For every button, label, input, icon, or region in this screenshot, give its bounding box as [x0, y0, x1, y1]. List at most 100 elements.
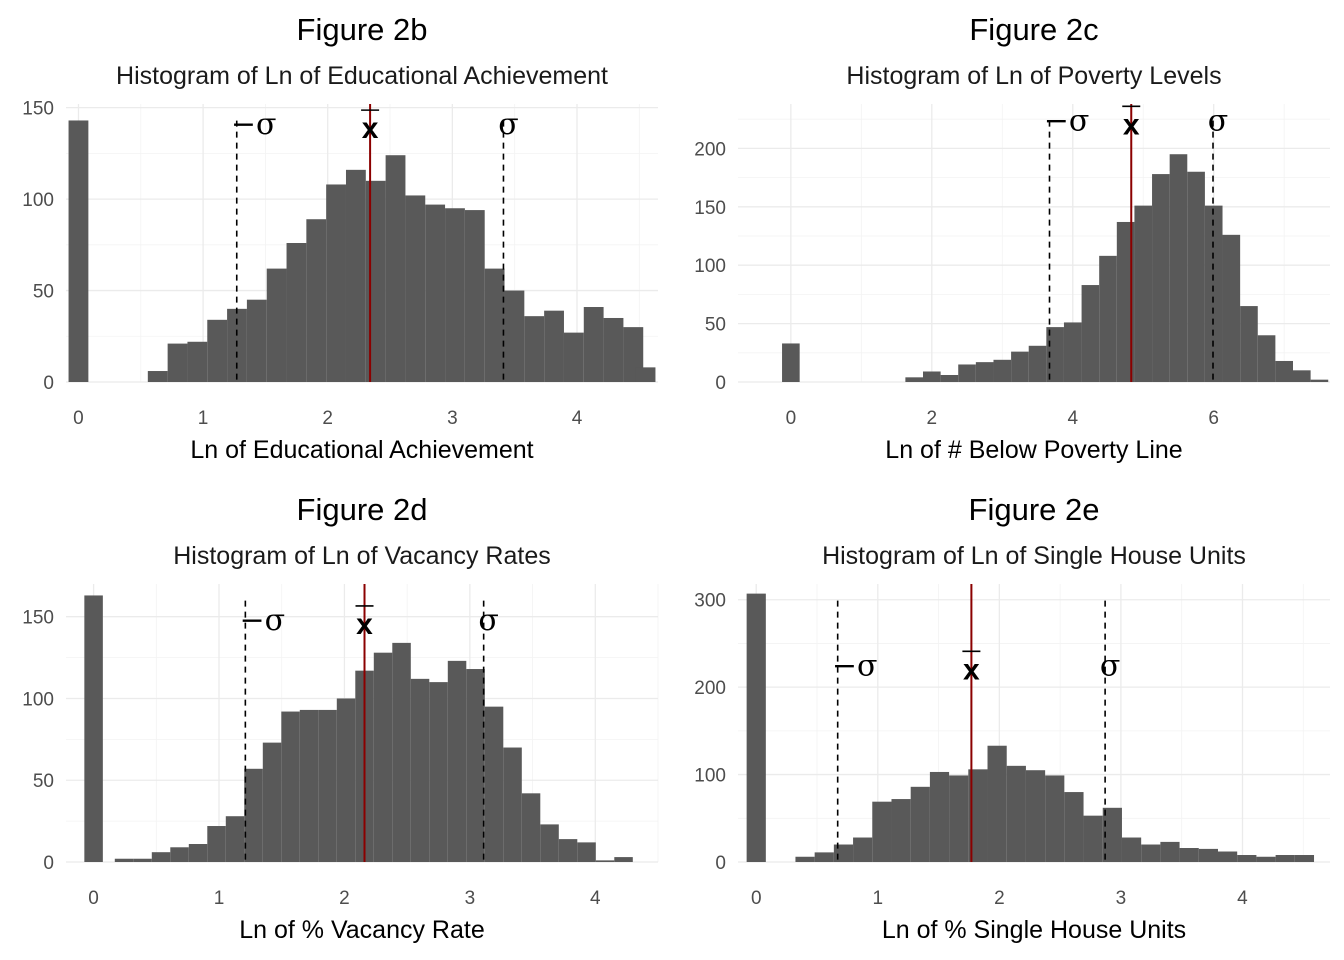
histogram-bar [1275, 855, 1295, 862]
histogram-bar [151, 852, 171, 862]
x-axis-label: Ln of % Single House Units [882, 916, 1186, 944]
y-tick-label: 300 [694, 591, 726, 612]
y-tick-label: 100 [22, 689, 54, 710]
histogram-bar [373, 652, 393, 862]
histogram-bar [993, 359, 1012, 382]
histogram-bar [225, 816, 245, 862]
chart-subtitle: Histogram of Ln of Single House Units [822, 542, 1246, 570]
y-tick-label: 0 [43, 373, 54, 394]
histogram-bar [187, 341, 208, 382]
chart-subtitle: Histogram of Ln of Educational Achieveme… [116, 62, 608, 90]
histogram-bar [318, 709, 337, 862]
histogram-bar [1204, 205, 1223, 382]
histogram-bar [484, 706, 504, 862]
histogram-bar [583, 307, 604, 382]
x-tick-label: 1 [873, 888, 884, 909]
y-tick-label: 200 [694, 139, 726, 160]
histogram-bar [246, 299, 267, 382]
y-tick-label: 150 [22, 608, 54, 629]
histogram-bar [345, 169, 366, 382]
panel-figure-2c: Figure 2c Histogram of Ln of Poverty Leve… [694, 12, 1330, 464]
histogram-bar [262, 742, 282, 862]
histogram-bar [968, 769, 988, 862]
histogram-bar [795, 856, 815, 862]
histogram-bar [266, 268, 287, 382]
histogram-bar [1134, 205, 1153, 382]
y-tick-label: 50 [33, 771, 54, 792]
histogram-bar [464, 210, 485, 382]
histogram-bar [504, 290, 525, 382]
histogram-bar [1006, 765, 1026, 862]
x-tick-label: 4 [590, 888, 601, 909]
histogram-bar [1169, 154, 1188, 382]
panel-figure-2b: Figure 2b Histogram of Ln of Educational … [22, 12, 658, 464]
histogram-bar [614, 857, 633, 862]
histogram-bar [521, 793, 541, 862]
histogram-bar [833, 844, 854, 862]
histogram-bar [1160, 841, 1180, 862]
minus-sigma-label: −σ [240, 603, 286, 638]
histogram-bar [147, 371, 168, 382]
histogram-bar [524, 316, 545, 382]
y-tick-label: 50 [33, 282, 54, 303]
histogram-bar [466, 669, 485, 862]
histogram-bar [170, 847, 189, 862]
y-tick-label: 0 [43, 853, 54, 874]
figure-title: Figure 2c [969, 12, 1098, 47]
histogram-bar [207, 826, 226, 862]
histogram-bar [188, 844, 208, 862]
histogram-bar [1025, 770, 1046, 862]
sigma-label: σ [478, 603, 498, 638]
histogram-bar [1045, 775, 1065, 862]
mean-label: x [963, 653, 980, 686]
histogram-bar [595, 860, 615, 862]
histogram-bar [1116, 221, 1135, 382]
panel-figure-2e: Figure 2e Histogram of Ln of Single House… [694, 492, 1330, 944]
sigma-label: σ [1100, 648, 1120, 683]
histogram-bar [447, 660, 467, 862]
histogram-bar [133, 858, 152, 862]
histogram-bar [1198, 848, 1218, 862]
figure-title: Figure 2e [969, 492, 1100, 527]
histogram-bar [306, 219, 327, 382]
histogram-bar [1179, 848, 1199, 862]
minus-sigma-label: −σ [1044, 103, 1090, 138]
histogram-bar [1141, 844, 1161, 862]
x-tick-label: 2 [994, 888, 1005, 909]
histogram-bar [1028, 345, 1047, 382]
histogram-bar [814, 852, 834, 862]
x-tick-label: 0 [73, 408, 84, 429]
histogram-bar [949, 775, 969, 862]
y-tick-label: 150 [22, 99, 54, 120]
x-tick-label: 2 [927, 408, 938, 429]
histogram-bar [410, 678, 430, 862]
histogram-bar [905, 377, 923, 382]
x-axis-label: Ln of # Below Poverty Line [885, 436, 1182, 464]
histogram-bar [1121, 837, 1142, 862]
histogram-bar [1222, 234, 1241, 382]
mean-label: x [356, 608, 373, 641]
histogram-bar [1083, 815, 1103, 862]
histogram-bar [544, 310, 564, 382]
histogram-bar [577, 842, 596, 862]
x-tick-label: 0 [88, 888, 99, 909]
x-tick-label: 3 [1116, 888, 1127, 909]
x-tick-label: 2 [339, 888, 350, 909]
chart-subtitle: Histogram of Ln of Vacancy Rates [173, 542, 551, 570]
chart-subtitle: Histogram of Ln of Poverty Levels [846, 62, 1221, 90]
histogram-bar [891, 799, 911, 862]
histogram-bar [1187, 171, 1205, 382]
histogram-bar [244, 768, 263, 862]
histogram-bar [1237, 855, 1257, 862]
sigma-label: σ [1208, 103, 1228, 138]
x-axis-label: Ln of Educational Achievement [190, 436, 533, 464]
histogram-bar [1217, 851, 1238, 862]
histogram-bar [1294, 855, 1315, 862]
mean-label: x [1123, 108, 1140, 141]
x-tick-label: 1 [214, 888, 225, 909]
histogram-bar [167, 343, 188, 382]
histogram-bar [425, 204, 446, 382]
histogram-bar [635, 367, 656, 382]
